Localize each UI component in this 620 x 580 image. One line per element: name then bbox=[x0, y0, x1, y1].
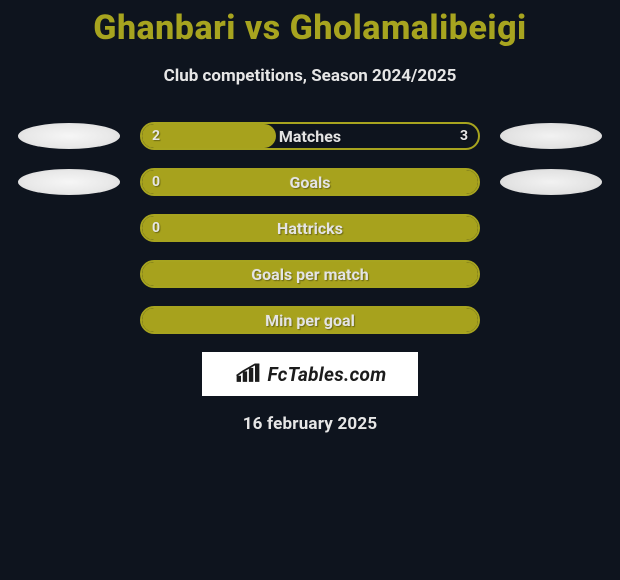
brand-text: FcTables.com bbox=[268, 363, 387, 386]
stat-label: Hattricks bbox=[277, 219, 343, 238]
left-value: 0 bbox=[152, 220, 160, 236]
right-ellipse-slot bbox=[496, 307, 606, 333]
stat-label: Matches bbox=[279, 127, 341, 146]
left-ellipse-slot bbox=[14, 215, 124, 241]
stat-label: Goals per match bbox=[251, 265, 369, 284]
left-ellipse-icon bbox=[18, 169, 120, 195]
stat-pill: Goals per match bbox=[140, 260, 480, 288]
stat-row: 0 Hattricks bbox=[0, 214, 620, 242]
stat-row: Min per goal bbox=[0, 306, 620, 334]
left-ellipse-slot bbox=[14, 261, 124, 287]
snapshot-date: 16 february 2025 bbox=[0, 414, 620, 434]
stat-row: Goals per match bbox=[0, 260, 620, 288]
stats-container: 2 3 Matches 0 Goals 0 Hattricks Goals per match… bbox=[0, 122, 620, 334]
stat-pill: 0 Hattricks bbox=[140, 214, 480, 242]
stat-label: Min per goal bbox=[265, 311, 355, 330]
right-ellipse-slot bbox=[496, 261, 606, 287]
page-title: Ghanbari vs Gholamalibeigi bbox=[0, 0, 620, 48]
stat-pill-fill bbox=[142, 124, 276, 148]
left-ellipse-slot bbox=[14, 123, 124, 149]
left-ellipse-icon bbox=[18, 123, 120, 149]
page-subtitle: Club competitions, Season 2024/2025 bbox=[0, 66, 620, 86]
right-ellipse-icon bbox=[500, 169, 602, 195]
right-value: 3 bbox=[460, 128, 468, 144]
right-ellipse-icon bbox=[500, 123, 602, 149]
left-ellipse-slot bbox=[14, 169, 124, 195]
stat-pill: 0 Goals bbox=[140, 168, 480, 196]
stat-pill: 2 3 Matches bbox=[140, 122, 480, 150]
stat-row: 2 3 Matches bbox=[0, 122, 620, 150]
left-value: 2 bbox=[152, 128, 160, 144]
brand-icon bbox=[234, 363, 262, 385]
stat-row: 0 Goals bbox=[0, 168, 620, 196]
stat-label: Goals bbox=[290, 173, 331, 192]
brand-logo-box: FcTables.com bbox=[202, 352, 418, 396]
right-ellipse-slot bbox=[496, 123, 606, 149]
left-value: 0 bbox=[152, 174, 160, 190]
stat-pill: Min per goal bbox=[140, 306, 480, 334]
left-ellipse-slot bbox=[14, 307, 124, 333]
right-ellipse-slot bbox=[496, 169, 606, 195]
right-ellipse-slot bbox=[496, 215, 606, 241]
